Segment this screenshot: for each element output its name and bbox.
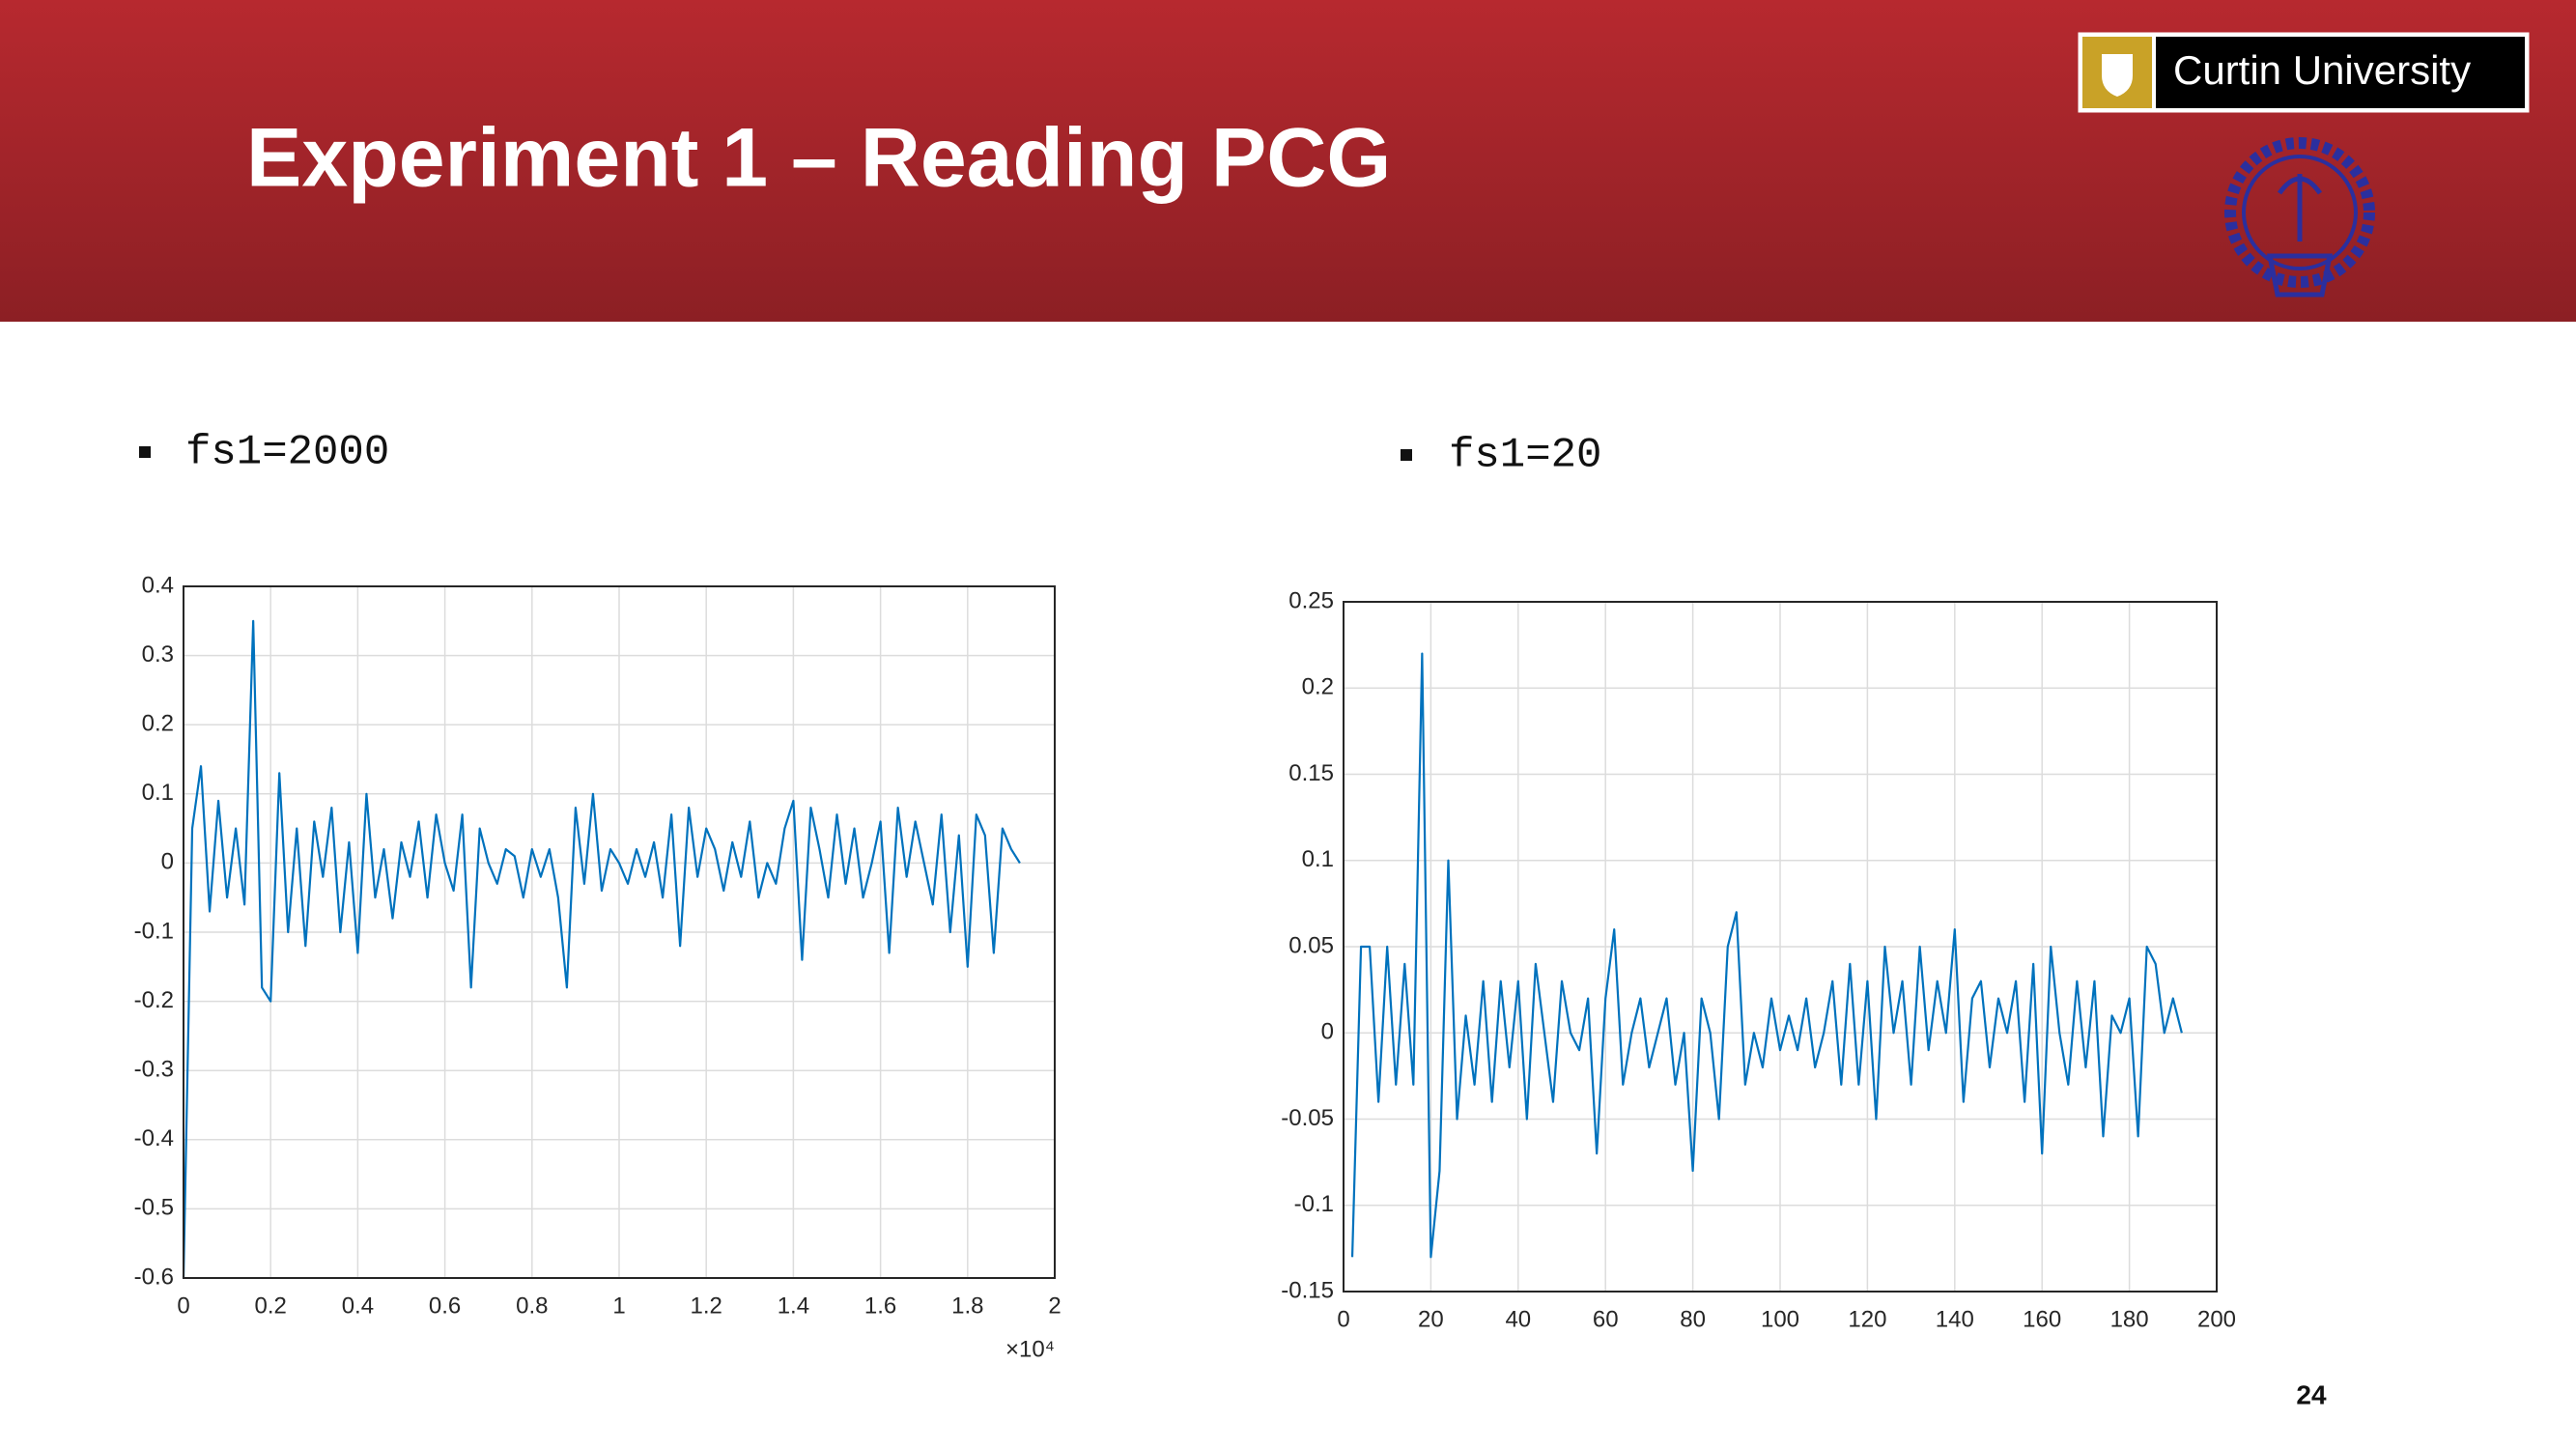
x-tick-label: 120 xyxy=(1848,1306,1886,1332)
y-tick-label: -0.6 xyxy=(134,1264,174,1290)
x-tick-label: 200 xyxy=(2197,1306,2236,1332)
x-tick-label: 1.6 xyxy=(864,1293,896,1319)
x-tick-label: 40 xyxy=(1505,1306,1531,1332)
y-tick-label: 0.2 xyxy=(142,711,174,737)
x-tick-label: 180 xyxy=(2110,1306,2149,1332)
x-tick-label: 0 xyxy=(1337,1306,1349,1332)
x-tick-label: 0.8 xyxy=(516,1293,548,1319)
y-tick-label: -0.5 xyxy=(134,1195,174,1221)
y-tick-label: 0.1 xyxy=(1302,846,1334,872)
x-tick-label: 0 xyxy=(177,1293,189,1319)
y-tick-label: 0 xyxy=(1321,1019,1334,1045)
y-tick-label: -0.3 xyxy=(134,1057,174,1083)
x-tick-label: 1.8 xyxy=(951,1293,983,1319)
x-tick-label: 0.2 xyxy=(255,1293,287,1319)
y-tick-label: -0.1 xyxy=(134,918,174,944)
y-tick-label: 0.4 xyxy=(142,572,174,598)
x-tick-label: 80 xyxy=(1680,1306,1706,1332)
x-tick-label: 20 xyxy=(1418,1306,1444,1332)
bullet-text: fs1=20 xyxy=(1449,432,1601,480)
x-tick-label: 160 xyxy=(2023,1306,2061,1332)
y-tick-label: 0.15 xyxy=(1288,760,1334,786)
x-tick-label: 0.6 xyxy=(429,1293,461,1319)
x-tick-label: 1 xyxy=(612,1293,625,1319)
x-multiplier: ×10⁴ xyxy=(1005,1336,1055,1362)
y-tick-label: 0.3 xyxy=(142,641,174,668)
y-tick-label: -0.15 xyxy=(1281,1277,1334,1303)
y-tick-label: 0.05 xyxy=(1288,932,1334,958)
x-tick-label: 2 xyxy=(1048,1293,1061,1319)
plot-border xyxy=(1343,601,2218,1293)
y-tick-label: -0.1 xyxy=(1294,1191,1334,1217)
slide-title: Experiment 1 – Reading PCG xyxy=(246,112,1391,205)
x-tick-label: 140 xyxy=(1936,1306,1974,1332)
bullet-text: fs1=2000 xyxy=(185,429,389,477)
y-tick-label: 0 xyxy=(161,849,174,875)
logo-text: Curtin University xyxy=(2173,47,2471,93)
bullet-marker xyxy=(1401,449,1412,461)
y-tick-label: 0.2 xyxy=(1302,674,1334,700)
y-tick-label: 0.25 xyxy=(1288,587,1334,613)
y-tick-label: 0.1 xyxy=(142,780,174,806)
page-number: 24 xyxy=(2296,1379,2327,1409)
y-tick-label: -0.05 xyxy=(1281,1105,1334,1131)
bullet-marker xyxy=(139,446,151,458)
x-tick-label: 1.4 xyxy=(778,1293,809,1319)
iit-emblem xyxy=(2224,137,2375,298)
x-tick-label: 1.2 xyxy=(691,1293,722,1319)
x-tick-label: 100 xyxy=(1761,1306,1799,1332)
curtin-logo: Curtin University xyxy=(2078,32,2530,113)
chart: -0.6 -0.5 -0.4 -0.3 -0.2 -0.1 0 0.1 0.2 0.3 0.4 0 0.… xyxy=(134,572,1062,1362)
x-tick-label: 60 xyxy=(1593,1306,1619,1332)
chart: -0.15 -0.1 -0.05 0 0.05 0.1 0.15 0.2 0.25 0 20 40 60… xyxy=(1281,587,2236,1332)
plot-border xyxy=(183,585,1056,1279)
y-tick-label: -0.4 xyxy=(134,1125,174,1151)
y-tick-label: -0.2 xyxy=(134,987,174,1013)
data-line xyxy=(182,619,1021,1279)
data-line xyxy=(1350,652,2183,1259)
x-tick-label: 0.4 xyxy=(342,1293,374,1319)
